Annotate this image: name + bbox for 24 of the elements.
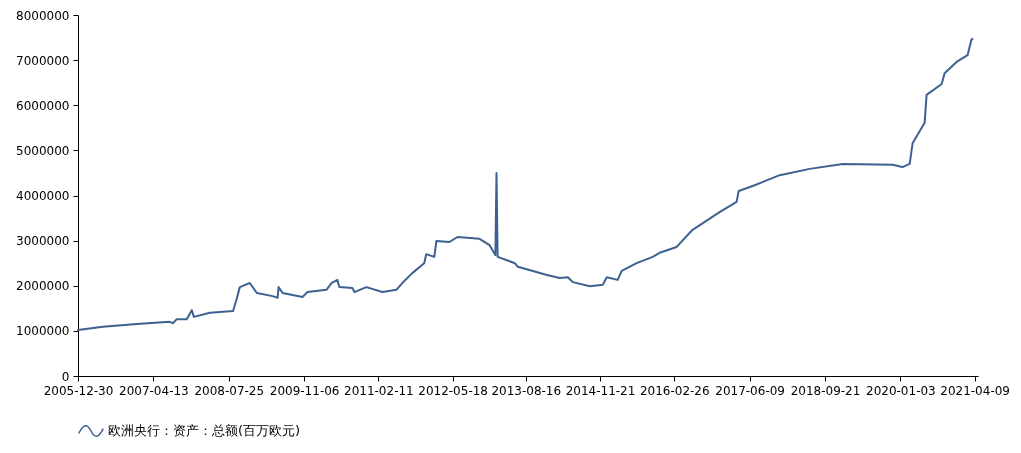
x-tick-label: 2005-12-30 bbox=[43, 383, 114, 398]
y-tick-label: 3000000 bbox=[16, 234, 70, 249]
y-tick-label: 6000000 bbox=[16, 98, 70, 113]
y-tick-label: 2000000 bbox=[16, 279, 70, 294]
x-tick-label: 2008-07-25 bbox=[194, 383, 265, 398]
y-tick-label: 1000000 bbox=[16, 324, 70, 339]
x-tick-label: 2011-02-11 bbox=[344, 383, 414, 398]
x-tick-label: 2020-01-03 bbox=[866, 383, 936, 398]
x-tick-label: 2018-09-21 bbox=[790, 383, 861, 398]
x-tick-label: 2007-04-13 bbox=[119, 383, 189, 398]
y-tick-label: 5000000 bbox=[16, 143, 70, 158]
x-tick-label: 2017-06-09 bbox=[715, 383, 785, 398]
x-tick-label: 2021-04-09 bbox=[940, 383, 1010, 398]
x-tick-label: 2012-05-18 bbox=[418, 383, 488, 398]
y-tick-label: 4000000 bbox=[16, 189, 70, 203]
x-tick-label: 2016-02-26 bbox=[639, 383, 710, 398]
x-tick-label: 2013-08-16 bbox=[491, 383, 562, 398]
y-tick-label: 8000000 bbox=[16, 8, 70, 23]
x-tick-label: 2009-11-06 bbox=[269, 383, 340, 398]
x-tick-label: 2014-11-21 bbox=[565, 383, 636, 398]
y-tick-label: 7000000 bbox=[16, 53, 70, 68]
y-tick-label: 0 bbox=[61, 369, 70, 384]
legend-label: 欧洲央行：资产：总额(百万欧元) bbox=[108, 423, 301, 438]
line-series bbox=[77, 37, 974, 331]
